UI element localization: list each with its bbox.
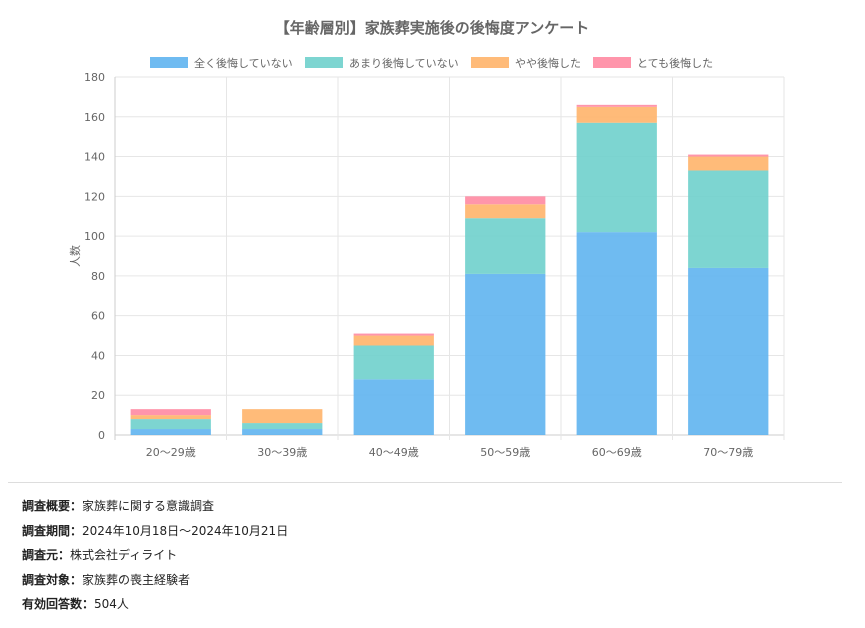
bar-segment: 20〜29歳 全く後悔していない: 3 [130,429,211,435]
x-tick-label: 70〜79歳 [703,446,753,459]
bar-segment: 40〜49歳 とても後悔した: 1 [353,333,434,336]
y-tick-label: 160 [84,111,105,124]
survey-value: 家族葬に関する意識調査 [82,499,215,513]
survey-value: 株式会社ディライト [70,548,178,562]
y-tick-label: 80 [91,270,105,283]
bar-segment: 30〜39歳 やや後悔した: 7 [242,409,323,424]
bar-segment: 50〜59歳 とても後悔した: 4 [465,196,546,205]
chart-gridlines [114,76,785,440]
bar-segment: 30〜39歳 全く後悔していない: 3 [242,429,323,435]
x-tick-label: 50〜59歳 [480,446,530,459]
y-axis-ticks: 0 20 40 60 80 100 120 140 160 180 [84,71,105,442]
bar-segment: 60〜69歳 やや後悔した: 8 [576,106,657,123]
bar-segment: 70〜79歳 あまり後悔していない: 49 [688,170,769,268]
survey-separator: ： [58,548,71,562]
bar-segment: 50〜59歳 全く後悔していない: 81 [465,273,546,435]
chart-legend: 全く後悔していない あまり後悔していない やや後悔した とても後悔した [150,56,713,70]
legend-swatch [305,57,343,68]
legend-swatch [150,57,188,68]
survey-row-target: 調査対象：家族葬の喪主経験者 [22,570,288,595]
legend-item[interactable]: 全く後悔していない [150,56,293,70]
bar-segment: 40〜49歳 やや後悔した: 5 [353,335,434,346]
survey-separator: ： [70,523,83,538]
x-tick-label: 60〜69歳 [592,446,642,459]
survey-value: 家族葬の喪主経験者 [82,572,191,587]
survey-separator: ： [70,499,83,513]
section-divider [8,482,842,483]
survey-row-responses: 有効回答数：504人 [22,594,288,619]
stacked-bar-chart: 【年齢層別】家族葬実施後の後悔度アンケート 全く後悔していない あまり後悔していな… [69,19,785,459]
survey-label: 有効回答数 [22,597,83,611]
y-tick-label: 40 [91,349,105,362]
y-tick-label: 180 [84,71,105,84]
survey-value: 2024年10月18日〜2024年10月21日 [82,523,289,538]
legend-swatch [593,57,631,68]
bar-segment: 40〜49歳 全く後悔していない: 28 [353,379,434,435]
legend-item[interactable]: やや後悔した [471,56,581,70]
y-tick-label: 100 [84,230,105,243]
legend-item[interactable]: とても後悔した [593,56,713,70]
survey-value: 504人 [94,597,129,611]
bar-segment: 40〜49歳 あまり後悔していない: 17 [353,345,434,380]
x-tick-label: 40〜49歳 [369,446,419,459]
x-axis-ticks: 20〜29歳 30〜39歳 40〜49歳 50〜59歳 60〜69歳 70〜79歳 [146,446,754,459]
y-tick-label: 140 [84,151,105,164]
survey-row-overview: 調査概要：家族葬に関する意識調査 [22,496,288,521]
bar-segment: 30〜39歳 あまり後悔していない: 3 [242,423,323,430]
y-tick-label: 60 [91,310,105,323]
survey-label: 調査概要 [22,499,71,513]
survey-row-period: 調査期間：2024年10月18日〜2024年10月21日 [22,521,288,546]
survey-info: 調査概要：家族葬に関する意識調査 調査期間：2024年10月18日〜2024年1… [22,496,288,619]
x-tick-label: 20〜29歳 [146,446,196,459]
legend-label: あまり後悔していない [349,56,459,70]
legend-label: 全く後悔していない [194,56,293,70]
bar-segment: 60〜69歳 とても後悔した: 1 [576,104,657,107]
y-axis-label: 人数 [69,245,82,267]
legend-label: とても後悔した [637,56,713,70]
survey-label: 調査対象 [22,572,71,587]
bar-segment: 20〜29歳 やや後悔した: 2 [130,415,211,420]
legend-swatch [471,57,509,68]
chart-bars: 20〜29歳 全く後悔していない: 320〜29歳 あまり後悔していない: 52… [130,104,769,435]
bar-segment: 70〜79歳 やや後悔した: 7 [688,156,769,171]
survey-label: 調査期間 [22,523,71,538]
chart-title: 【年齢層別】家族葬実施後の後悔度アンケート [275,19,589,37]
y-tick-label: 0 [98,429,105,442]
y-tick-label: 20 [91,389,105,402]
bar-segment: 50〜59歳 やや後悔した: 7 [465,204,546,219]
y-tick-label: 120 [84,190,105,203]
bar-segment: 60〜69歳 全く後悔していない: 102 [576,232,657,435]
survey-separator: ： [70,572,83,587]
legend-label: やや後悔した [515,56,581,70]
bar-segment: 50〜59歳 あまり後悔していない: 28 [465,218,546,274]
bar-segment: 70〜79歳 全く後悔していない: 84 [688,267,769,435]
bar-segment: 70〜79歳 とても後悔した: 1 [688,154,769,157]
survey-separator: ： [82,597,95,611]
x-tick-label: 30〜39歳 [257,446,307,459]
bar-segment: 20〜29歳 あまり後悔していない: 5 [130,419,211,430]
legend-item[interactable]: あまり後悔していない [305,56,459,70]
bar-segment: 60〜69歳 あまり後悔していない: 55 [576,122,657,233]
survey-label: 調査元 [22,548,59,562]
bar-segment: 20〜29歳 とても後悔した: 3 [130,409,211,416]
survey-row-source: 調査元：株式会社ディライト [22,545,288,570]
